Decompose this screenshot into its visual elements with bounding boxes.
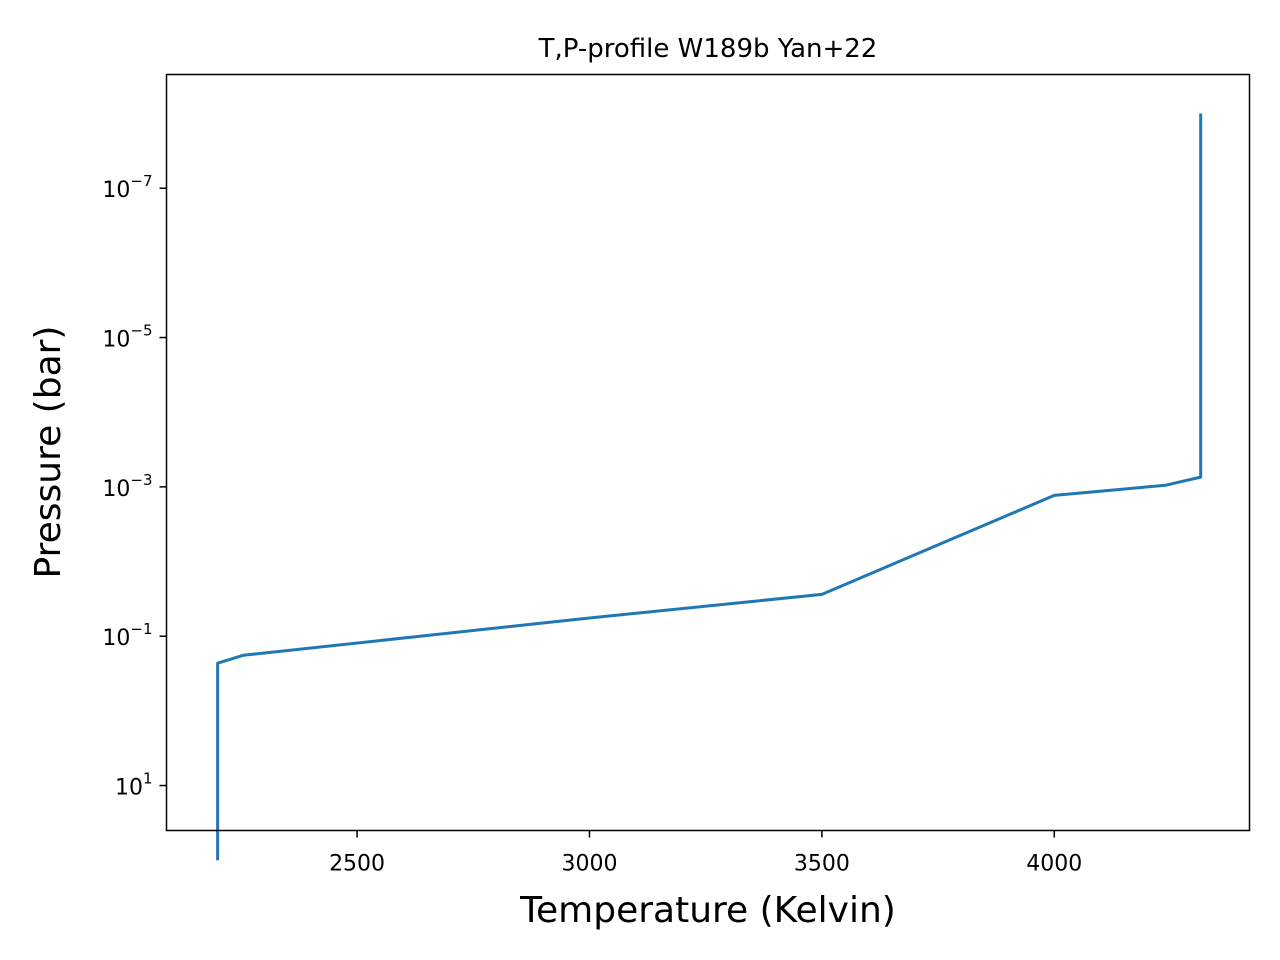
y-tick-exponent: −7 [130, 172, 152, 190]
y-tick-exponent: 1 [143, 770, 153, 788]
y-tick-exponent: −3 [130, 471, 152, 489]
x-tick-label: 3500 [794, 852, 850, 877]
x-tick-label: 2500 [329, 852, 385, 877]
y-tick-base: 10 [102, 328, 130, 353]
y-tick-base: 10 [115, 776, 143, 801]
x-tick-label: 3000 [561, 852, 617, 877]
y-tick-label: 101 [115, 770, 153, 801]
y-tick-base: 10 [102, 477, 130, 502]
x-axis: 2500 3000 3500 4000 [329, 830, 1082, 877]
y-tick-label: 10−1 [102, 620, 152, 651]
chart-title: T,P-profile W189b Yan+22 [538, 34, 878, 64]
x-axis-label: Temperature (Kelvin) [519, 890, 896, 931]
plot-frame [165, 73, 1251, 832]
y-tick-label: 10−3 [102, 471, 152, 502]
x-tick-label: 4000 [1026, 852, 1082, 877]
y-tick-base: 10 [102, 178, 130, 203]
y-tick-base: 10 [102, 626, 130, 651]
series-line-0 [216, 113, 1203, 861]
y-axis-label: Pressure (bar) [28, 326, 69, 579]
plot-area [216, 113, 1203, 861]
y-tick-label: 10−7 [102, 172, 152, 203]
y-tick-exponent: −1 [130, 620, 152, 638]
y-tick-label: 10−5 [102, 322, 152, 353]
y-tick-exponent: −5 [130, 322, 152, 340]
